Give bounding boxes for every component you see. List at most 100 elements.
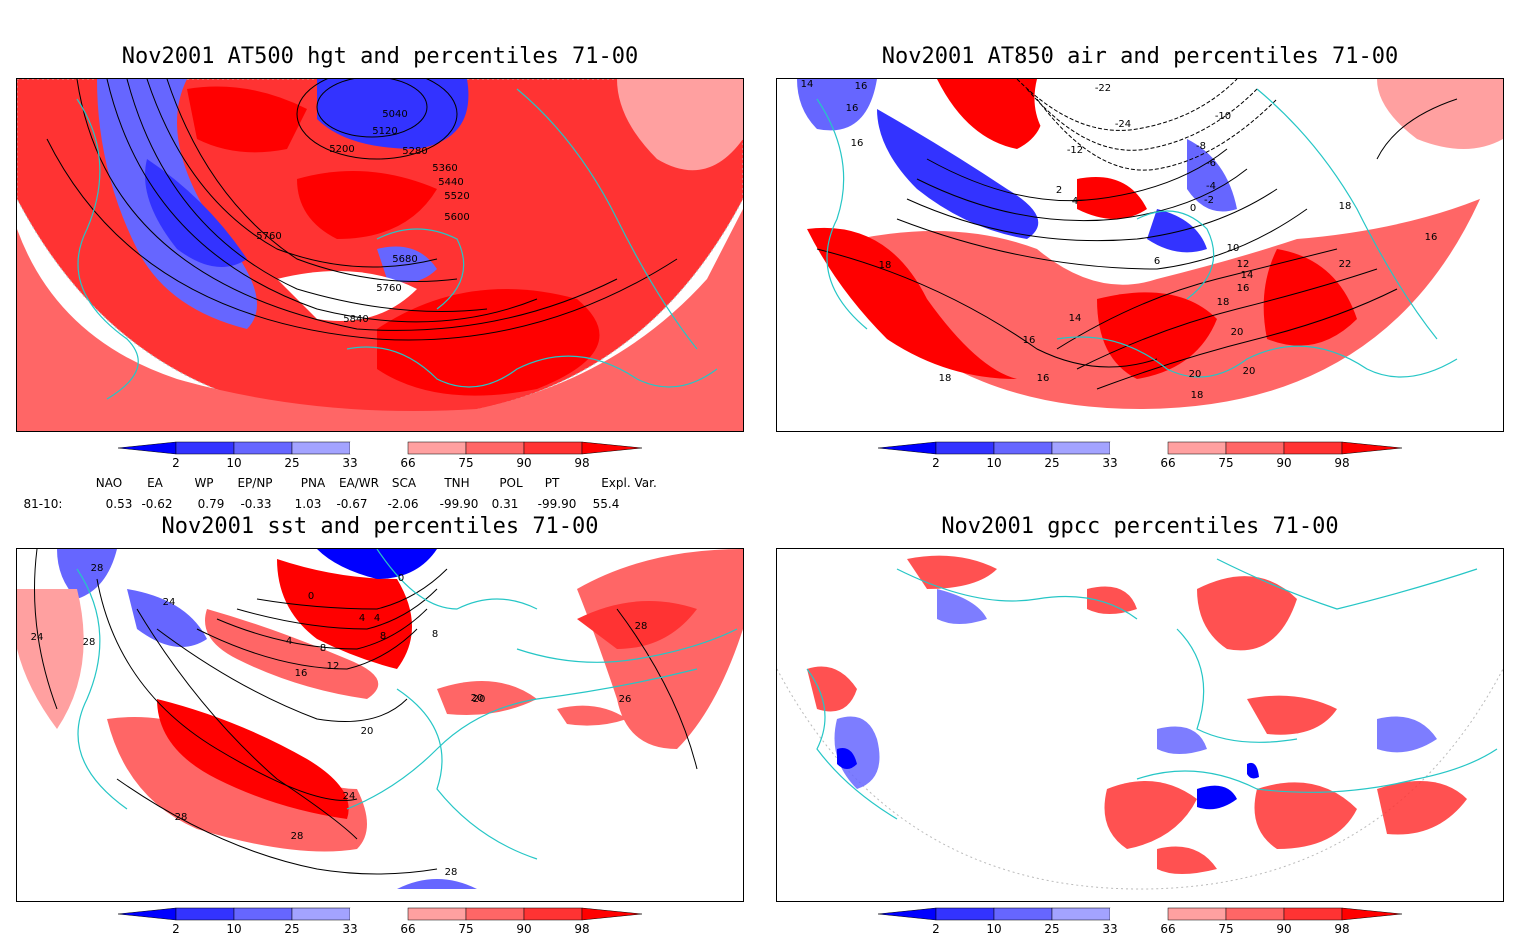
contour-label: 12	[1237, 259, 1250, 270]
contour-label: 5840	[343, 314, 368, 325]
index-header: POL	[499, 476, 523, 490]
contour-label: 28	[445, 867, 458, 878]
colorbar-tick-label: 33	[1102, 922, 1118, 936]
contour-label: 6	[1154, 256, 1160, 267]
contour-label: 8	[380, 631, 386, 642]
contour-label: -8	[1196, 141, 1206, 152]
contour-label: 5120	[372, 126, 397, 137]
colorbar-swatch	[465, 907, 525, 921]
colorbar-swatch	[1167, 441, 1227, 455]
colorbar-tick-label: 33	[1102, 456, 1118, 470]
contour-label: 16	[851, 138, 864, 149]
colorbar-tick-label: 25	[1044, 922, 1060, 936]
contour-label: 22	[1339, 259, 1352, 270]
colorbar-swatch	[291, 441, 351, 455]
colorbar-swatches	[117, 907, 643, 921]
contour-label: 5040	[382, 109, 407, 120]
colorbar-swatch	[523, 907, 583, 921]
contour-label: 0	[398, 573, 404, 584]
colorbar-swatch	[1110, 442, 1168, 454]
colorbar-tick-label: 33	[342, 922, 358, 936]
colorbar-swatches	[877, 907, 1403, 921]
colorbar-tick-label: 75	[1218, 456, 1234, 470]
colorbar-swatch	[877, 907, 937, 921]
colorbar-swatch	[993, 907, 1053, 921]
colorbar-tick-label: 2	[932, 456, 940, 470]
colorbar-tick-label: 66	[1160, 456, 1176, 470]
contour-label: 4	[286, 636, 292, 647]
colorbar-tick-label: 2	[932, 922, 940, 936]
index-period: 81-10:	[23, 497, 63, 511]
colorbar-swatch	[233, 907, 293, 921]
colorbar-tick-label: 90	[516, 922, 532, 936]
contour-label: 20	[1243, 366, 1256, 377]
colorbar-swatch	[465, 441, 525, 455]
contour-label: 28	[91, 563, 104, 574]
colorbar-tick-label: 90	[1276, 456, 1292, 470]
contour-label: 4	[374, 613, 380, 624]
colorbar-sst: 2 10 25 33 66 75 90 98	[117, 906, 658, 942]
colorbar-swatch	[993, 441, 1053, 455]
contour-label: 24	[343, 791, 356, 802]
colorbar-tick-label: 10	[226, 922, 242, 936]
index-value: 0.79	[197, 497, 225, 511]
panel-title-sst: Nov2001 sst and percentiles 71-00	[161, 514, 599, 539]
contour-label: -2	[1204, 195, 1214, 206]
index-header: SCA	[391, 476, 417, 490]
colorbar-tick-label: 98	[1334, 456, 1350, 470]
contour-label: 20	[1231, 327, 1244, 338]
colorbar-tick-label: 10	[226, 456, 242, 470]
contour-label: 5760	[256, 231, 281, 242]
colorbar-swatch	[1341, 441, 1403, 455]
colorbar-swatch	[1051, 907, 1111, 921]
contour-label: 5280	[402, 146, 427, 157]
contour-label: -10	[1215, 111, 1231, 122]
colorbar-swatch	[581, 907, 643, 921]
index-value: -99.90	[537, 497, 577, 511]
colorbar-swatch	[1283, 907, 1343, 921]
contour-label: 28	[635, 621, 648, 632]
colorbar-swatch	[1341, 907, 1403, 921]
contour-label: 10	[1227, 243, 1240, 254]
contour-label: 14	[1069, 313, 1082, 324]
map-gpcc	[776, 548, 1504, 902]
colorbar-swatch	[233, 441, 293, 455]
index-header: TNH	[444, 476, 470, 490]
colorbar-swatch	[1225, 441, 1285, 455]
contour-label: 14	[1241, 270, 1254, 281]
colorbar-tick-label: 75	[458, 922, 474, 936]
contour-label: 14	[801, 79, 814, 90]
index-value: 1.03	[294, 497, 322, 511]
colorbar-swatch	[291, 907, 351, 921]
contour-label: 28	[83, 637, 96, 648]
colorbar-tick-label: 10	[986, 456, 1002, 470]
colorbar-air850: 2 10 25 33 66 75 90 98	[877, 440, 1418, 476]
colorbar-tick-label: 90	[516, 456, 532, 470]
colorbar-swatch	[935, 441, 995, 455]
contour-label: 8	[432, 629, 438, 640]
contour-label: 5360	[432, 163, 457, 174]
contour-label: 18	[879, 260, 892, 271]
contour-label: 5520	[444, 191, 469, 202]
contour-label: 5760	[376, 283, 401, 294]
contour-label: 5680	[392, 254, 417, 265]
contour-label: 28	[291, 831, 304, 842]
teleconnection-index-table: NAO EA WP EP/NP PNA EA/WR SCA TNH POL PT…	[0, 476, 760, 516]
colorbar-tick-label: 66	[400, 922, 416, 936]
contour-label: -22	[1095, 83, 1111, 94]
index-header: EA	[147, 476, 163, 490]
contour-label: 4	[1072, 196, 1078, 207]
contour-label: 20	[473, 694, 486, 705]
colorbar-swatch	[581, 441, 643, 455]
contour-label: 16	[1023, 335, 1036, 346]
contour-label: 0	[308, 591, 314, 602]
contour-label: 20	[1189, 369, 1202, 380]
contour-label: -4	[1206, 181, 1216, 192]
contour-label: -24	[1115, 119, 1131, 130]
contour-label: 5600	[444, 212, 469, 223]
index-header: NAO	[95, 476, 123, 490]
contour-label: 28	[175, 812, 188, 823]
colorbar-tick-label: 90	[1276, 922, 1292, 936]
index-header-row: NAO EA WP EP/NP PNA EA/WR SCA TNH POL PT…	[0, 476, 760, 492]
colorbar-tick-label: 25	[284, 456, 300, 470]
